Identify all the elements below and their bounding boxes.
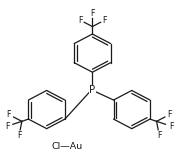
Text: F: F [90,9,95,18]
Text: F: F [6,110,11,119]
Text: F: F [5,122,10,131]
Text: F: F [78,16,83,25]
Text: Cl—Au: Cl—Au [51,142,82,151]
Text: F: F [169,122,173,131]
Text: F: F [168,110,172,119]
Text: F: F [102,16,107,25]
Text: P: P [89,85,96,95]
Text: F: F [157,131,161,140]
Text: F: F [17,131,21,140]
